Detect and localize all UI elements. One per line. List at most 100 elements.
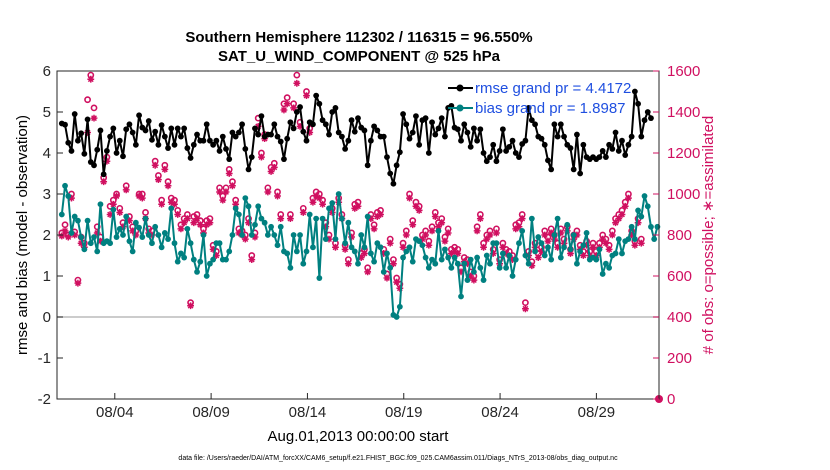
- bias-point: [274, 242, 281, 249]
- rmse-point: [113, 150, 120, 156]
- obs-possible-marker: [187, 299, 194, 307]
- obs-possible-marker: [61, 221, 69, 229]
- rmse-point: [322, 121, 329, 128]
- bias-point: [458, 293, 464, 300]
- rmse-point: [409, 129, 416, 136]
- obs-assimilated-marker: [509, 256, 516, 263]
- rmse-point: [506, 143, 513, 150]
- bias-point: [583, 230, 590, 236]
- bias-point: [535, 234, 542, 240]
- bias-point: [264, 232, 271, 238]
- obs-possible-marker: [409, 217, 417, 225]
- obs-assimilated-marker: [309, 198, 317, 206]
- rmse-point: [248, 154, 255, 161]
- bias-point: [316, 275, 323, 281]
- bias-point: [255, 203, 262, 210]
- bias-point: [229, 232, 236, 238]
- obs-assimilated-marker: [431, 213, 439, 220]
- obs-assimilated-marker: [589, 243, 597, 251]
- obs-assimilated-marker: [399, 243, 407, 251]
- bias-point: [132, 219, 139, 226]
- obs-possible-marker: [174, 206, 182, 214]
- bias-point: [570, 232, 577, 238]
- obs-possible-marker: [473, 223, 481, 231]
- obs-assimilated-marker: [106, 211, 114, 218]
- bias-point: [358, 232, 365, 238]
- obs-assimilated-marker: [354, 202, 362, 210]
- y-tick-label-left: 2: [43, 227, 51, 244]
- obs-assimilated-marker: [464, 260, 471, 268]
- obs-assimilated-marker: [229, 182, 236, 190]
- bias-point: [577, 248, 584, 255]
- legend-bias-label: bias grand pr = 1.8987: [475, 100, 626, 117]
- bias-point: [116, 225, 123, 232]
- rmse-point: [65, 139, 72, 146]
- obs-possible-marker: [286, 211, 294, 218]
- obs-assimilated-marker: [625, 194, 632, 202]
- bias-point: [371, 258, 377, 265]
- obs-assimilated-marker: [557, 229, 565, 237]
- bias-point: [342, 240, 349, 247]
- obs-possible-marker: [180, 215, 188, 222]
- bias-point: [87, 240, 94, 247]
- obs-assimilated-marker: [502, 250, 510, 257]
- bias-point: [519, 228, 526, 234]
- rmse-point: [577, 170, 584, 177]
- rmse-point: [345, 137, 352, 144]
- rmse-point: [631, 88, 638, 95]
- bias-point: [178, 250, 184, 257]
- obs-possible-marker: [74, 276, 82, 284]
- bias-point: [223, 256, 229, 263]
- obs-possible-marker: [200, 225, 207, 233]
- bias-point: [483, 252, 490, 259]
- obs-possible-marker: [303, 88, 310, 95]
- rmse-point: [487, 154, 493, 161]
- rmse-point: [226, 156, 233, 163]
- y-tick-label-left: 3: [43, 186, 51, 203]
- bias-point: [512, 256, 519, 263]
- bias-point: [326, 205, 332, 212]
- bias-point: [158, 244, 165, 251]
- obs-assimilated-marker: [90, 114, 98, 122]
- obs-possible-marker: [612, 215, 619, 222]
- obs-assimilated-marker: [579, 252, 587, 259]
- obs-possible-marker: [87, 71, 95, 79]
- rmse-point: [400, 111, 406, 117]
- rmse-point: [297, 104, 303, 110]
- rmse-point: [300, 128, 307, 135]
- obs-assimilated-marker: [364, 268, 372, 276]
- bias-point: [615, 236, 622, 243]
- obs-assimilated-marker: [164, 182, 172, 190]
- rmse-point: [97, 127, 104, 134]
- rmse-point: [638, 133, 645, 140]
- obs-assimilated-marker: [299, 209, 307, 216]
- legend-bias-marker: [456, 104, 464, 112]
- bias-point: [416, 238, 423, 245]
- plot-area: -2 -1 0 1 2 3 4 5 6 0 200 400 600 800 1000 1200 1400 1600…: [38, 63, 701, 421]
- rmse-point: [158, 122, 165, 129]
- y-tick-label-right: 1600: [667, 63, 700, 80]
- bias-point: [287, 264, 294, 271]
- rmse-point: [329, 109, 336, 115]
- rmse-point: [574, 131, 580, 138]
- y-tick-label-left: 0: [43, 309, 51, 326]
- bias-point: [277, 223, 284, 230]
- bias-point: [345, 219, 352, 226]
- rmse-point: [351, 128, 358, 135]
- bias-point: [635, 207, 641, 214]
- bias-point: [445, 254, 452, 261]
- obs-assimilated-marker: [483, 235, 491, 243]
- bias-point: [593, 256, 600, 263]
- rmse-point: [625, 141, 632, 148]
- obs-possible-marker: [154, 172, 162, 179]
- rmse-point: [252, 125, 258, 132]
- obs-assimilated-marker: [377, 211, 384, 218]
- rmse-point: [284, 135, 291, 142]
- bias-point: [65, 193, 72, 199]
- obs-possible-marker: [183, 211, 191, 218]
- bias-point: [152, 223, 159, 230]
- obs-assimilated-marker: [167, 198, 175, 206]
- rmse-point: [458, 137, 464, 144]
- rmse-point: [499, 126, 506, 133]
- rmse-point: [184, 145, 191, 151]
